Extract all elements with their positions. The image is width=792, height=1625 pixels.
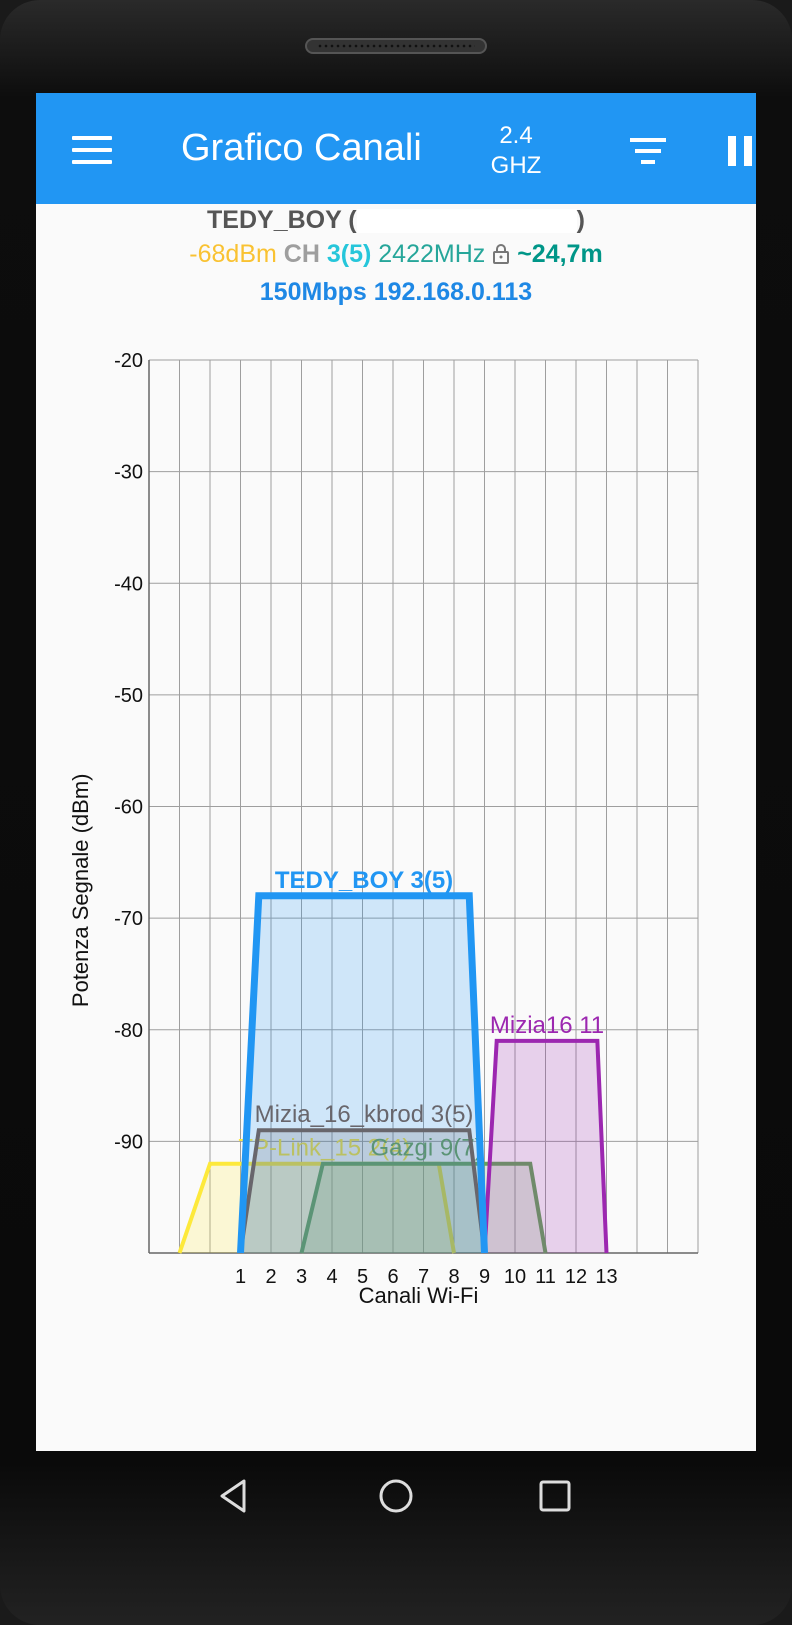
hamburger-menu-icon[interactable] xyxy=(72,136,112,164)
y-tick-label: -70 xyxy=(114,908,143,930)
series-label: Mizia16 11 xyxy=(490,1012,604,1039)
x-tick-label: 6 xyxy=(387,1266,398,1288)
y-tick-label: -60 xyxy=(114,797,143,819)
lock-icon xyxy=(493,244,510,264)
y-tick-label: -30 xyxy=(114,462,143,484)
y-tick-label: -20 xyxy=(114,350,143,372)
y-tick-label: -50 xyxy=(114,685,143,707)
android-nav-bar xyxy=(0,1451,792,1541)
band-unit: GHZ xyxy=(490,152,542,179)
home-circle-icon[interactable] xyxy=(371,1471,421,1521)
x-axis-title: Canali Wi-Fi xyxy=(359,1283,479,1308)
x-tick-label: 4 xyxy=(326,1266,337,1288)
series-label: TEDY_BOY 3(5) xyxy=(275,867,453,894)
series-line xyxy=(237,892,488,1254)
recents-square-icon[interactable] xyxy=(530,1471,580,1521)
series-area xyxy=(240,1130,485,1253)
paren-open: ( xyxy=(348,206,357,234)
paren-close: ) xyxy=(576,206,585,234)
series-line xyxy=(238,1128,487,1254)
series-line xyxy=(299,1161,548,1254)
distance-value: ~24,7m xyxy=(517,240,603,268)
channel-value: 3(5) xyxy=(326,240,372,268)
x-tick-label: 5 xyxy=(357,1266,368,1288)
band-selector[interactable]: 2.4 GHZ xyxy=(476,121,556,181)
channel-label: CH xyxy=(283,240,320,268)
signal-strength: -68dBm xyxy=(189,240,277,268)
y-tick-label: -90 xyxy=(114,1131,143,1153)
series-area xyxy=(240,895,485,1253)
connection-ssid-line: TEDY_BOY () xyxy=(36,206,756,235)
x-tick-label: 9 xyxy=(479,1266,490,1288)
connection-details-line: -68dBm CH 3(5) 2422MHz ~24,7m xyxy=(36,240,756,269)
pause-icon[interactable] xyxy=(728,136,756,166)
series-label: Mizia_16_kbrod 3(5) xyxy=(255,1101,474,1128)
speed-ip-line: 150Mbps 192.168.0.113 xyxy=(259,278,533,306)
ssid: TEDY_BOY xyxy=(207,206,342,234)
series-area xyxy=(179,1163,454,1253)
series-label: Gazgi 9(7) xyxy=(371,1135,483,1162)
series-area xyxy=(484,1040,607,1253)
app-bar: Grafico Canali 2.4 GHZ xyxy=(36,93,756,204)
x-tick-label: 11 xyxy=(535,1266,556,1288)
x-tick-label: 2 xyxy=(265,1266,276,1288)
back-triangle-icon[interactable] xyxy=(210,1471,260,1521)
x-tick-label: 3 xyxy=(296,1266,307,1288)
x-tick-label: 12 xyxy=(565,1266,587,1288)
x-tick-label: 13 xyxy=(595,1266,617,1288)
y-tick-label: -80 xyxy=(114,1020,143,1042)
y-tick-label: -40 xyxy=(114,573,143,595)
masked-bssid xyxy=(356,209,577,234)
x-tick-label: 1 xyxy=(235,1266,246,1288)
series-label: TP-Link_15 2(4) xyxy=(238,1135,410,1162)
frequency-value: 2422MHz xyxy=(378,240,486,268)
page-title: Grafico Canali xyxy=(181,127,422,169)
x-tick-label: 8 xyxy=(448,1266,459,1288)
filter-icon[interactable] xyxy=(630,138,666,166)
app-screen: Grafico Canali 2.4 GHZ TEDY_BOY () -68dB… xyxy=(36,93,756,1451)
earpiece-speaker xyxy=(305,38,487,54)
channel-graph: -20-30-40-50-60-70-80-901 2 3 4 5 6 7 8 9 10 11 12 1… xyxy=(68,350,699,1308)
x-tick-label: 10 xyxy=(504,1266,526,1288)
band-frequency: 2.4 xyxy=(499,122,533,149)
series-line xyxy=(482,1038,609,1254)
y-axis-title: Potenza Segnale (dBm) xyxy=(68,774,93,1008)
x-tick-label: 7 xyxy=(418,1266,429,1288)
